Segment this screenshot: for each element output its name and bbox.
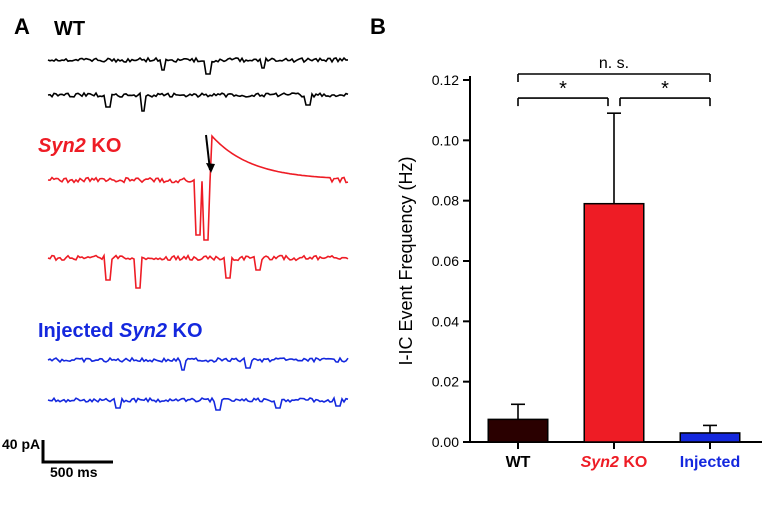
trace-injected-2 bbox=[48, 398, 348, 410]
label-wt: WT bbox=[54, 18, 85, 41]
trace-syn2ko-2 bbox=[48, 256, 348, 289]
y-tick-label: 0.12 bbox=[432, 72, 459, 88]
scale-bar bbox=[43, 440, 113, 462]
x-category-label: Syn2 KO bbox=[581, 454, 648, 471]
y-tick-label: 0.02 bbox=[432, 374, 459, 390]
bar bbox=[584, 204, 644, 442]
trace-injected-1 bbox=[48, 358, 348, 370]
x-category-label: WT bbox=[506, 454, 531, 471]
sig-star-label: * bbox=[559, 78, 567, 100]
y-tick-label: 0.04 bbox=[432, 313, 459, 329]
traces-svg bbox=[28, 40, 358, 470]
trace-wt-2 bbox=[48, 93, 348, 111]
panel-b-label: B bbox=[370, 14, 386, 40]
x-category-label: Injected bbox=[680, 454, 740, 471]
bar bbox=[680, 433, 740, 442]
y-tick-label: 0.08 bbox=[432, 193, 459, 209]
y-tick-label: 0.10 bbox=[432, 132, 459, 148]
sig-ns-label: n. s. bbox=[599, 55, 629, 72]
trace-syn2ko-1 bbox=[48, 136, 348, 240]
scale-y-label: 40 pA bbox=[2, 436, 40, 452]
sig-star-label: * bbox=[661, 78, 669, 100]
bar-chart: 0.00 0.02 0.04 0.06 0.08 0.10 0.12 I-IC Event F… bbox=[392, 34, 772, 494]
event-arrow-head bbox=[206, 163, 215, 173]
bar bbox=[488, 419, 548, 442]
trace-wt-1 bbox=[48, 58, 348, 74]
panel-a-label: A bbox=[14, 14, 30, 40]
y-tick-label: 0.00 bbox=[432, 434, 459, 450]
scale-x-label: 500 ms bbox=[50, 464, 97, 480]
y-tick-label: 0.06 bbox=[432, 253, 459, 269]
y-axis-label: I-IC Event Frequency (Hz) bbox=[396, 156, 416, 365]
